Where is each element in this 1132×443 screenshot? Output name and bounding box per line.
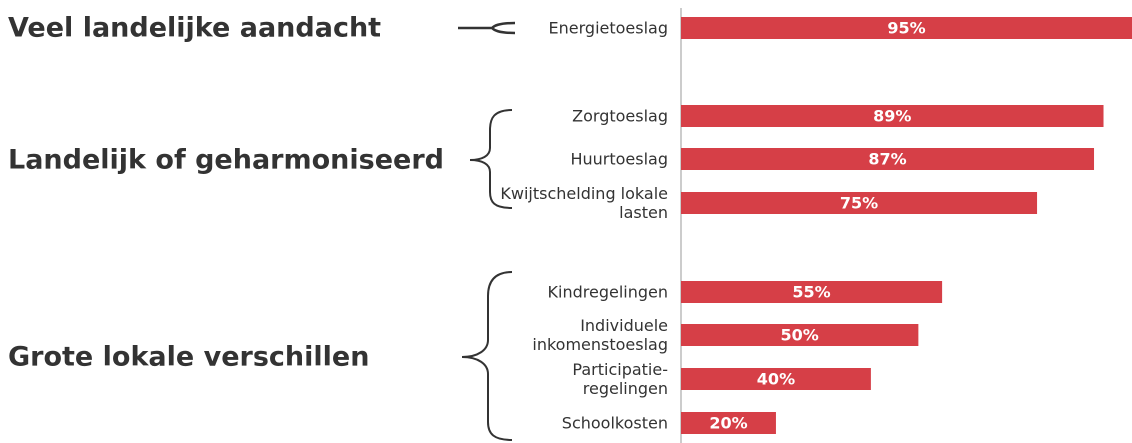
bar — [681, 281, 943, 303]
group-label: Landelijk of geharmoniseerd — [8, 144, 444, 176]
category-label: Participatie-regelingen — [572, 360, 668, 398]
value-label: 50% — [781, 326, 819, 345]
category-label: Huurtoeslag — [570, 149, 668, 169]
category-label: Energietoeslag — [548, 18, 668, 38]
bar — [681, 148, 1095, 170]
brace — [458, 21, 516, 35]
bar — [681, 17, 1132, 39]
value-label: 95% — [887, 19, 925, 38]
value-label: 40% — [757, 370, 795, 389]
bar — [681, 412, 776, 434]
group-label: Grote lokale verschillen — [8, 341, 370, 373]
category-label: Individuele inkomenstoeslag — [532, 316, 668, 354]
brace — [469, 109, 513, 209]
bar — [681, 105, 1104, 127]
category-label: Kwijtschelding lokale lasten — [500, 184, 668, 222]
category-label: Kindregelingen — [547, 282, 668, 302]
bar — [681, 368, 871, 390]
category-label: Schoolkosten — [561, 413, 668, 433]
value-label: 20% — [709, 414, 747, 433]
value-label: 89% — [873, 107, 911, 126]
value-label: 55% — [792, 283, 830, 302]
bar — [681, 192, 1038, 214]
bar — [681, 324, 919, 346]
category-label: Zorgtoeslag — [572, 106, 668, 126]
value-label: 87% — [868, 150, 906, 169]
group-label: Veel landelijke aandacht — [8, 12, 382, 44]
brace — [461, 271, 513, 441]
value-label: 75% — [840, 194, 878, 213]
